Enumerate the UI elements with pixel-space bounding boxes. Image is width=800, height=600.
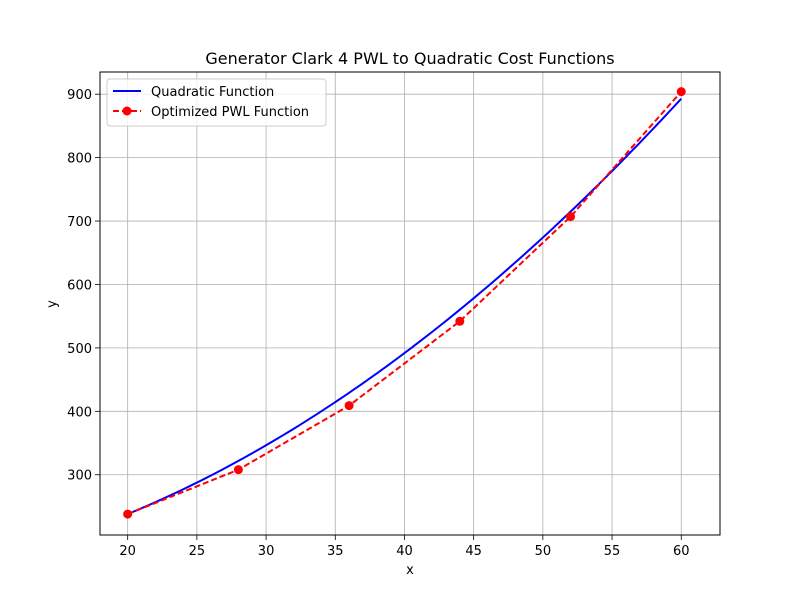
x-tick-label: 45 xyxy=(465,544,482,559)
series-pwl-line xyxy=(127,90,682,515)
grid xyxy=(100,72,720,535)
y-tick-label: 400 xyxy=(67,405,92,420)
legend: Quadratic Function Optimized PWL Functio… xyxy=(106,78,327,127)
y-tick-label: 300 xyxy=(67,469,92,484)
x-tick-label: 25 xyxy=(189,544,206,559)
x-axis-ticks: 20 25 30 35 40 45 50 55 60 xyxy=(119,535,690,559)
series-pwl-point xyxy=(676,87,686,97)
y-axis-label: y xyxy=(45,300,60,308)
x-axis-label: x xyxy=(406,563,414,578)
legend-box xyxy=(106,78,327,127)
x-tick-label: 55 xyxy=(604,544,621,559)
x-tick-label: 35 xyxy=(327,544,344,559)
series-pwl-point xyxy=(344,401,354,411)
legend-pwl-marker xyxy=(122,106,132,116)
legend-quadratic-label: Quadratic Function xyxy=(151,85,274,100)
x-tick-label: 40 xyxy=(396,544,413,559)
x-tick-label: 50 xyxy=(535,544,552,559)
plot-frame xyxy=(99,71,721,536)
y-tick-label: 500 xyxy=(67,342,92,357)
series-pwl-point xyxy=(455,316,465,326)
chart-title: Generator Clark 4 PWL to Quadratic Cost … xyxy=(205,49,614,68)
series-pwl-point xyxy=(233,465,243,475)
y-tick-label: 800 xyxy=(67,152,92,167)
plot-series xyxy=(123,87,686,519)
legend-pwl-label: Optimized PWL Function xyxy=(151,105,309,120)
y-axis-ticks: 300 400 500 600 700 800 900 xyxy=(67,88,100,484)
x-tick-label: 20 xyxy=(119,544,136,559)
y-tick-label: 900 xyxy=(67,88,92,103)
y-tick-label: 600 xyxy=(67,278,92,293)
series-pwl-point xyxy=(566,212,576,222)
series-pwl-point xyxy=(123,509,133,519)
x-tick-label: 60 xyxy=(673,544,690,559)
x-tick-label: 30 xyxy=(258,544,275,559)
y-tick-label: 700 xyxy=(67,215,92,230)
series-quadratic-line xyxy=(127,97,682,515)
